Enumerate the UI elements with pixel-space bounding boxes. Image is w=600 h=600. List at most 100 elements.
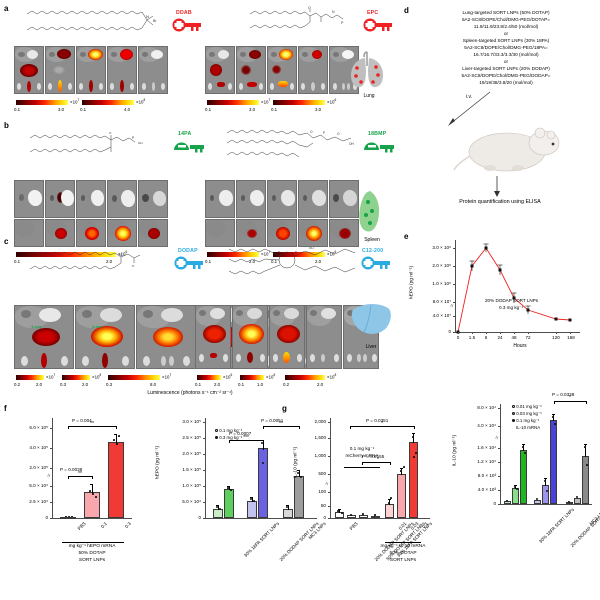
bar-18pa-0.1 [213,509,223,518]
colorbar-min: 0.1 [14,259,21,264]
panel-b-right-lumi-strip [205,219,359,247]
bar-18pa-0.3 [224,489,234,518]
svg-text:P: P [323,131,325,135]
organ-image-cell: 50% [298,46,328,94]
colorbar [273,100,325,105]
colorbar-max: 1.0 [257,382,264,387]
y-tick-label: 2.5 × 10⁵ [182,435,201,440]
legend-entry: 0.1 mg kg⁻¹ [215,428,242,434]
colorbar [207,252,259,257]
colorbar-exponent: ×106 [118,250,128,257]
x-tick-label: 24 [497,335,503,340]
colorbar [62,375,90,380]
mrna-caption-line: mCherry mRNA [345,453,379,458]
organ-image-cell: 15% [236,46,266,94]
colorbar-max: 3.0 [315,107,322,112]
svg-text:O: O [310,130,313,134]
bar-0.3 [108,442,124,518]
x-axis-caption-line: mg kg⁻¹ hEPO mRNA [68,544,116,549]
x-axis-caption-line: SORT LNPs [389,558,417,563]
y-tick-label: 1.0 × 10⁵ [182,483,201,488]
svg-text:O: O [308,6,311,10]
chem-structure-ddab: N Br [26,10,157,31]
y-tick-label: 2.0 × 10⁵ [182,451,201,456]
panel-letter-d: d [404,6,409,15]
svg-text:OH: OH [138,141,143,145]
injection-route-label: i.v. [466,94,473,100]
lung-organ-icon [351,51,383,88]
organ-image-cell: 40% [267,46,297,94]
chem-structure-14pa: P OH O [29,131,143,153]
colorbar-max: 2.0 [36,382,43,387]
legend-title: IL-10 mRNA [516,425,541,430]
organ-image-cell [107,219,137,247]
organ-image-cell [76,219,106,247]
organ-image-cell [138,219,168,247]
organ-image-cell [45,219,75,247]
injection-arrow [448,91,491,126]
colorbar-exponent: ×107 [46,373,56,380]
lipid-label-14pa: 14PA [178,131,192,137]
panel-b-right-image-strip: 5% 10% 20% 30% 100% [205,180,359,218]
spleen-organ-icon [359,191,380,232]
key-icon-epc [363,18,392,32]
key-icon-ddab [172,18,201,32]
colorbar-max: 3.0 [249,107,256,112]
bar-18pa-0.03 [512,488,519,504]
panel-a-left-image-strip: 5% 15% 40% 50% 100% [14,46,168,94]
colorbar-min: 0.2 [14,382,21,387]
colorbar-min: 0.3 [106,382,113,387]
organ-image-cell: 20% [267,180,297,218]
organ-label-liver: Liver [365,344,377,350]
x-tick-label: 168 [567,335,575,340]
panel-f-left-chart: 0 2.5 × 10⁴ 5.0 × 10⁴ 2.0 × 10⁵ 4.0 × 10… [29,418,142,563]
y-tick-label: 3.0 × 10⁶ [432,245,451,250]
colorbar-min: 0.1 [195,382,202,387]
y-tick-label: 4.0 × 10⁴ [477,423,496,428]
svg-text:N: N [146,14,149,19]
y-tick-label: 4.0 × 10⁷ [432,313,451,318]
y-tick-label: 100 [318,489,326,494]
formulation-line: or [503,59,509,64]
significance-stars: * [377,457,379,463]
svg-text:OH: OH [349,142,354,146]
organ-image-cell: 20% [76,180,106,218]
pvalue-label: P = 0.0155 [362,454,385,459]
formulation-line: Liver-targeted SORT LNPs (20% DODAP) [462,66,550,71]
y-tick-label: 0 [493,501,496,506]
y-tick-label: 0 [198,515,201,520]
chem-structure-c12-200: N N OH [228,246,356,275]
bar-0.1 [84,492,100,518]
mouse-illustration [453,127,560,172]
organ-image-cell [329,219,359,247]
colorbar-exponent: ×108 [327,373,337,380]
organ-image-cell: 10% [45,180,75,218]
organ-image-cell: 20% ↑Liver [75,305,135,369]
colorbar-exponent: ×106 [327,250,337,257]
significance-stars: ** [279,421,283,427]
colorbar-min: 0.1 [205,259,212,264]
x-tick-label: 0.1 [99,521,108,530]
y-tick-label: 6.0 × 10⁵ [29,425,48,430]
legend-entry: 0.03 mg kg⁻¹ [512,411,542,417]
panel-e-chart: 0 4.0 × 10⁷ 8.0 × 10⁷ 1.0 × 10⁶ 2.0 × 10… [410,240,595,349]
colorbar-min: 0.1 [205,107,212,112]
pvalue-label: P = 0.0351 [366,418,389,423]
bar-il10-0.03 [397,474,406,518]
x-tick-label: PBS [348,521,359,532]
formulation-line: 5A2-SC8/DOPE/Chol/DMG-PEG/DOTAP= [461,17,551,22]
colorbar-exponent: ×108 [136,98,146,105]
organ-image-cell: 30% [107,180,137,218]
y-tick-label: 1.5 × 10⁵ [182,467,201,472]
colorbar-exponent: ×106 [223,373,233,380]
colorbar-min: 0.1 [271,107,278,112]
y-tick-label: 1.2 × 10⁴ [477,459,496,464]
y-tick-label: 0 [448,329,451,334]
x-tick-label: 0 [456,335,460,340]
panel-letter-a: a [4,4,9,13]
lipid-label-ddab: DDAB [176,10,192,16]
svg-text:O: O [109,131,112,135]
colorbar-max: 2.0 [106,259,113,264]
pvalue-label: P = 0.0007 [229,431,252,436]
bar-18pa-0.1 [520,450,527,504]
